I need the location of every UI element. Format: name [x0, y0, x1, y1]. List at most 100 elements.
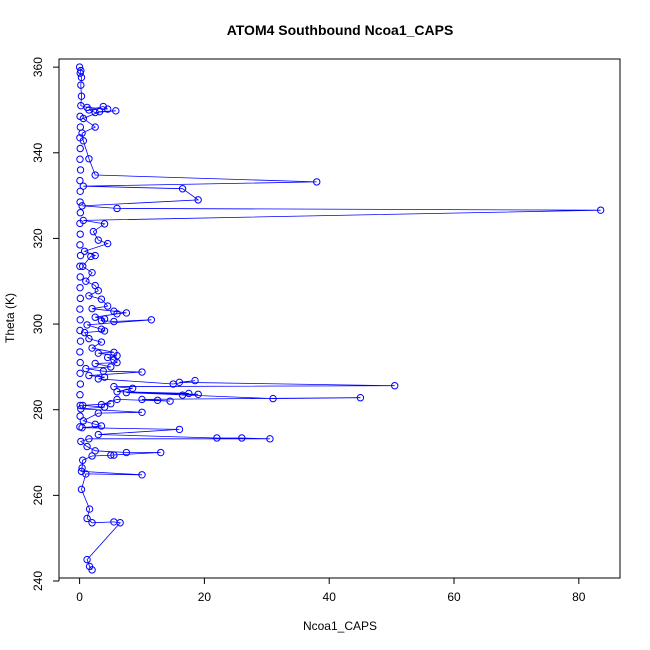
- data-point: [76, 358, 84, 367]
- data-point: [100, 220, 109, 228]
- data-point: [391, 382, 399, 390]
- data-point: [91, 123, 99, 131]
- data-point: [94, 430, 103, 439]
- data-point: [77, 66, 85, 75]
- data-point: [89, 227, 98, 236]
- data-point: [122, 388, 131, 397]
- data-point: [77, 73, 86, 82]
- data-point: [88, 344, 96, 352]
- data-point: [76, 391, 84, 399]
- data-point: [76, 412, 84, 420]
- data-point: [128, 384, 137, 392]
- data-point: [76, 230, 84, 238]
- data-point: [79, 137, 88, 145]
- data-point: [91, 313, 99, 321]
- data-point: [596, 206, 605, 214]
- data-point: [88, 268, 96, 277]
- y-tick-label: 240: [31, 571, 45, 591]
- data-point: [110, 451, 118, 459]
- data-point: [113, 204, 121, 213]
- data-point: [75, 63, 84, 71]
- data-point: [113, 395, 121, 404]
- data-point: [185, 389, 193, 398]
- data-point: [83, 442, 91, 451]
- data-point: [76, 294, 85, 303]
- data-point: [76, 273, 84, 281]
- data-point: [194, 196, 202, 204]
- data-point: [91, 281, 99, 290]
- data-point: [138, 408, 146, 416]
- data-point: [83, 514, 91, 523]
- data-point: [77, 81, 85, 89]
- data-point: [122, 309, 131, 317]
- data-point: [138, 471, 146, 479]
- data-point: [79, 114, 88, 123]
- data-point: [103, 353, 112, 362]
- y-axis-label: Theta (K): [3, 293, 17, 343]
- data-point: [85, 435, 93, 443]
- data-point: [269, 394, 277, 403]
- y-tick-label: 300: [31, 314, 45, 334]
- data-point: [110, 348, 118, 357]
- data-point: [194, 390, 202, 398]
- data-point: [110, 382, 118, 391]
- data-point: [166, 397, 174, 405]
- data-point: [110, 518, 118, 526]
- data-point: [82, 277, 90, 285]
- data-point: [97, 295, 106, 303]
- data-point: [77, 467, 86, 476]
- data-point: [99, 367, 108, 375]
- x-tick-label: 20: [198, 590, 212, 604]
- data-point: [213, 434, 221, 442]
- data-point: [94, 409, 103, 417]
- series-line: [79, 66, 601, 571]
- data-point: [103, 239, 112, 248]
- data-point: [85, 562, 94, 571]
- data-point: [85, 505, 94, 513]
- data-point: [85, 155, 93, 163]
- data-point: [266, 435, 274, 443]
- data-point: [313, 178, 321, 186]
- x-tick-label: 40: [323, 590, 337, 604]
- data-point: [87, 252, 95, 261]
- x-tick-label: 60: [447, 590, 461, 604]
- data-point: [157, 448, 165, 457]
- data-point: [79, 401, 87, 410]
- data-point: [138, 395, 146, 404]
- data-point: [110, 307, 118, 315]
- data-point: [110, 317, 118, 326]
- data-point: [83, 555, 91, 564]
- data-point: [76, 155, 84, 163]
- data-point: [76, 348, 84, 356]
- data-point: [88, 304, 96, 313]
- data-point: [97, 325, 106, 333]
- data-point: [91, 420, 99, 428]
- chart-title: ATOM4 Southbound Ncoa1_CAPS: [227, 22, 454, 38]
- data-point: [76, 241, 84, 249]
- plot-frame: [58, 58, 621, 579]
- y-axis: 240 260 280 300 320 340 360: [31, 57, 60, 591]
- x-axis-label: Ncoa1_CAPS: [303, 619, 377, 633]
- y-tick-label: 280: [31, 399, 45, 419]
- data-point: [76, 166, 85, 174]
- data-point: [76, 198, 84, 206]
- data-point: [91, 108, 99, 117]
- data-point: [91, 171, 99, 179]
- data-point: [103, 302, 112, 310]
- data-point: [77, 101, 85, 110]
- data-point: [77, 485, 86, 494]
- x-tick-label: 80: [572, 590, 586, 604]
- data-point: [76, 262, 84, 270]
- data-point: [169, 380, 177, 388]
- y-tick-label: 260: [31, 485, 45, 505]
- data-point: [79, 216, 88, 225]
- data-point: [78, 464, 86, 472]
- y-tick-label: 340: [31, 142, 45, 162]
- data-point: [91, 359, 99, 368]
- data-point: [94, 236, 103, 244]
- data-point: [76, 209, 85, 217]
- data-point: [83, 321, 91, 329]
- data-point: [147, 316, 156, 324]
- data-point: [76, 369, 84, 378]
